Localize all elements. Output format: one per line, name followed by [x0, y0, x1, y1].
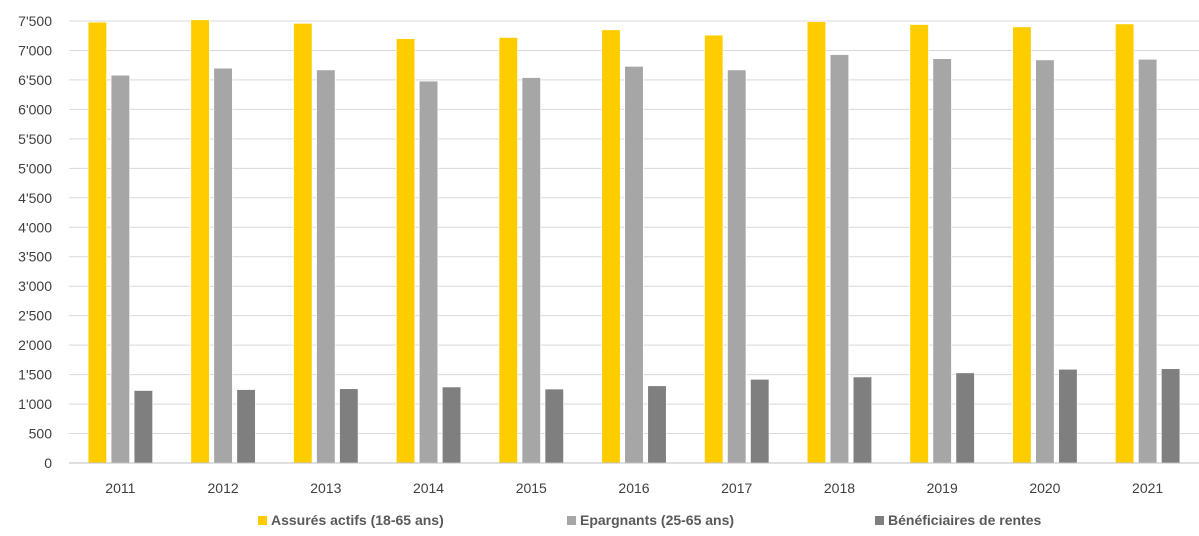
x-axis-ticks: 2011 2012 2013 2014 2015 2016 2017 2018 2019 2020…: [105, 480, 1163, 496]
y-tick-label: 5'500: [18, 131, 52, 147]
bar-series-0-2011: [87, 21, 107, 464]
bar-series-0-2021: [1115, 23, 1135, 464]
y-tick-label: 500: [29, 426, 53, 442]
y-tick-label: 2'000: [18, 337, 52, 353]
bar-series-0-2015: [498, 37, 518, 464]
legend-label: Epargnants (25-65 ans): [580, 512, 735, 528]
legend: Assurés actifs (18-65 ans) Epargnants (2…: [0, 512, 1199, 534]
bar-series-1-2021: [1138, 59, 1158, 464]
bar-series-1-2016: [624, 66, 644, 464]
y-tick-label: 1'500: [18, 367, 52, 383]
y-tick-label: 3'500: [18, 249, 52, 265]
y-tick-label: 5'000: [18, 160, 52, 176]
bar-series-1-2011: [110, 74, 130, 464]
bar-series-2-2018: [852, 376, 873, 464]
bar-series-1-2015: [521, 77, 541, 464]
x-tick-label: 2013: [310, 480, 341, 496]
bar-series-0-2016: [601, 29, 621, 464]
bar-series-2-2017: [750, 379, 770, 464]
bar-series-2-2020: [1058, 368, 1078, 464]
bar-series-1-2019: [932, 58, 952, 464]
legend-item-epargnants: Epargnants (25-65 ans): [566, 512, 734, 528]
bar-series-2-2011: [133, 390, 153, 464]
x-tick-label: 2016: [618, 480, 649, 496]
bar-series-2-2016: [647, 385, 667, 464]
x-tick-label: 2019: [927, 480, 958, 496]
legend-item-beneficiaires: Bénéficiaires de rentes: [874, 512, 1041, 528]
x-tick-label: 2014: [413, 480, 444, 496]
y-tick-label: 4'000: [18, 219, 52, 235]
legend-label: Assurés actifs (18-65 ans): [271, 512, 444, 528]
x-tick-label: 2011: [105, 480, 135, 496]
legend-item-assures-actifs: Assurés actifs (18-65 ans): [257, 512, 444, 528]
x-tick-label: 2018: [824, 480, 855, 496]
bar-series-0-2017: [704, 34, 724, 464]
y-tick-label: 7'500: [18, 13, 52, 29]
y-axis-ticks: 0 500 1'000 1'500 2'000 2'500 3'000 3'500 4'000 4…: [18, 13, 52, 471]
bar-series-0-2014: [395, 38, 416, 464]
bar-series-2-2013: [339, 388, 359, 464]
x-tick-label: 2012: [208, 480, 239, 496]
bar-series-0-2012: [190, 19, 210, 464]
bar-series-0-2018: [806, 21, 827, 464]
bar-series-1-2018: [829, 54, 850, 464]
bar-series-0-2019: [909, 24, 929, 464]
y-tick-label: 6'500: [18, 72, 52, 88]
y-tick-label: 4'500: [18, 190, 52, 206]
bar-series-1-2013: [316, 69, 336, 464]
bar-series-1-2012: [213, 67, 233, 464]
bar-series-1-2020: [1035, 59, 1055, 464]
bar-series-2-2014: [441, 386, 462, 464]
bar-series-2-2021: [1161, 368, 1181, 464]
x-tick-label: 2020: [1029, 480, 1060, 496]
bar-chart: 0 500 1'000 1'500 2'000 2'500 3'000 3'500 4'000 4…: [18, 13, 1199, 496]
legend-swatch: [566, 514, 577, 526]
bar-series-2-2012: [236, 389, 256, 464]
x-tick-label: 2021: [1132, 480, 1163, 496]
y-tick-label: 3'000: [18, 278, 52, 294]
bar-series-0-2020: [1012, 26, 1032, 464]
bar-series-2-2015: [544, 388, 564, 464]
x-tick-label: 2015: [516, 480, 547, 496]
bars: [87, 19, 1181, 464]
y-tick-label: 2'500: [18, 308, 52, 324]
legend-swatch: [257, 514, 268, 526]
x-tick-label: 2017: [721, 480, 752, 496]
y-tick-label: 1'000: [18, 396, 52, 412]
bar-series-1-2014: [418, 80, 439, 464]
y-tick-label: 0: [44, 455, 52, 471]
legend-label: Bénéficiaires de rentes: [888, 512, 1042, 528]
bar-series-2-2019: [955, 372, 975, 464]
y-tick-label: 7'000: [18, 42, 52, 58]
bar-series-0-2013: [293, 23, 313, 464]
y-tick-label: 6'000: [18, 101, 52, 117]
bar-series-1-2017: [727, 69, 747, 464]
legend-swatch: [874, 514, 885, 526]
